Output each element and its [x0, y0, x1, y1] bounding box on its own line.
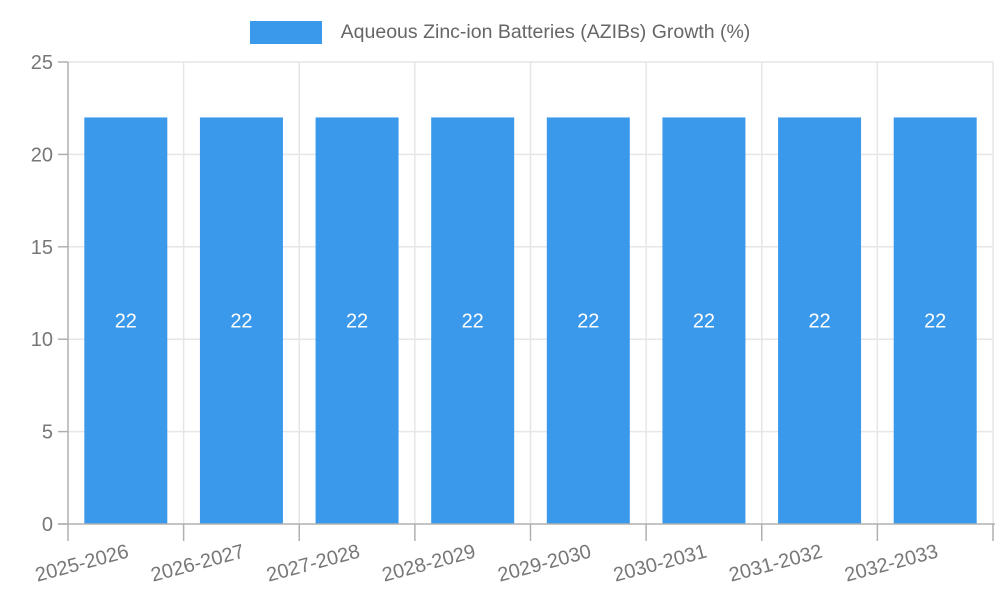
bar-value-label: 22	[577, 311, 599, 333]
bar-value-label: 22	[346, 311, 368, 333]
bar-value-label: 22	[462, 311, 484, 333]
y-tick-label: 5	[42, 422, 53, 444]
bar-2031-2032[interactable]	[778, 117, 862, 524]
x-tick-label: 2032-2033	[842, 541, 940, 587]
x-tick-label: 2029-2030	[496, 541, 594, 587]
bar-value-label: 22	[808, 311, 830, 333]
x-tick-label: 2031-2032	[727, 541, 825, 587]
bar-value-label: 22	[115, 311, 137, 333]
y-tick-label: 10	[31, 329, 53, 351]
bar-2032-2033[interactable]	[893, 117, 977, 524]
x-tick-label: 2025-2026	[33, 541, 131, 587]
x-tick-label: 2028-2029	[380, 541, 478, 587]
y-tick-label: 25	[31, 52, 53, 74]
bar-2028-2029[interactable]	[431, 117, 515, 524]
x-tick-label: 2030-2031	[611, 541, 709, 587]
y-tick-label: 15	[31, 237, 53, 259]
bar-2026-2027[interactable]	[199, 117, 283, 524]
y-tick-label: 20	[31, 144, 53, 166]
bar-2030-2031[interactable]	[662, 117, 746, 524]
x-tick-label: 2027-2028	[264, 541, 362, 587]
bar-2025-2026[interactable]	[84, 117, 168, 524]
bar-2027-2028[interactable]	[315, 117, 399, 524]
legend-swatch	[249, 21, 322, 44]
x-tick-label: 2026-2027	[149, 541, 247, 587]
legend-label: Aqueous Zinc-ion Batteries (AZIBs) Growt…	[340, 21, 751, 43]
bar-value-label: 22	[693, 311, 715, 333]
y-tick-label: 0	[42, 514, 53, 536]
bar-2029-2030[interactable]	[546, 117, 630, 524]
bar-value-label: 22	[230, 311, 252, 333]
legend[interactable]: Aqueous Zinc-ion Batteries (AZIBs) Growt…	[0, 21, 1000, 44]
bar-value-label: 22	[924, 311, 946, 333]
